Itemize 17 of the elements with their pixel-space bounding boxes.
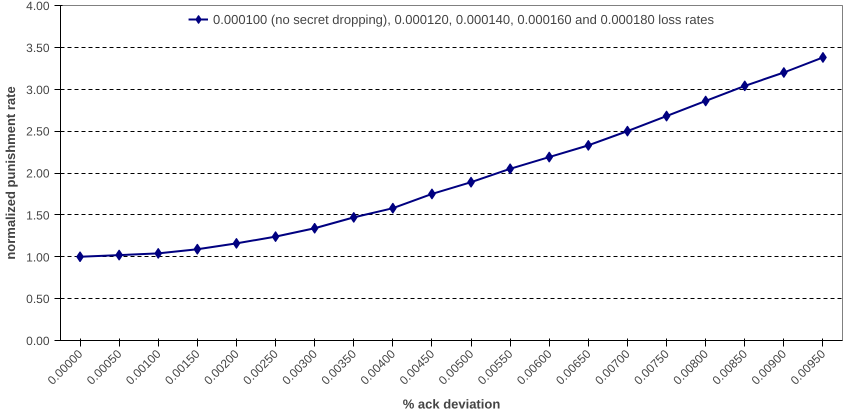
y-tick-label: 2.50 bbox=[26, 124, 50, 139]
y-tick-label: 1.00 bbox=[26, 250, 50, 264]
point bbox=[780, 67, 788, 78]
y-tick-label: 0.50 bbox=[26, 292, 50, 306]
y-tick-label: 2.00 bbox=[26, 166, 50, 180]
x-axis-title: % ack deviation bbox=[402, 396, 500, 412]
point bbox=[350, 212, 358, 223]
y-tick-label: 1.50 bbox=[26, 208, 50, 222]
y-tick-label: 3.00 bbox=[26, 82, 50, 97]
y-axis-title: normalized punishment rate bbox=[3, 86, 18, 260]
point bbox=[740, 80, 749, 92]
point bbox=[154, 248, 162, 259]
y-tick-label: 3.50 bbox=[26, 40, 50, 55]
legend-label: 0.000100 (no secret dropping), 0.000120, 0.000140, 0.000160 and 0.000180 loss rates bbox=[213, 12, 714, 26]
y-tick-label: 0.00 bbox=[26, 334, 50, 348]
y-tick-label: 4.00 bbox=[26, 0, 50, 13]
point bbox=[545, 152, 554, 163]
